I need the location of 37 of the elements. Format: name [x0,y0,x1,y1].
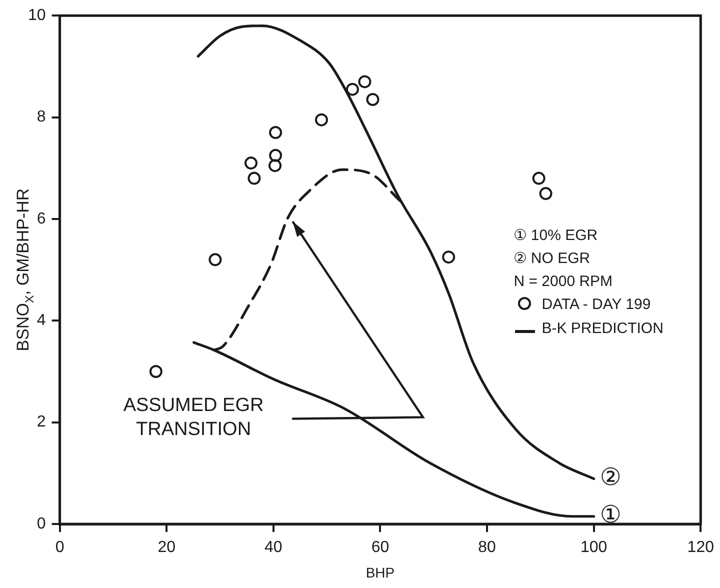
y-tick-label: 10 [28,7,46,24]
point [366,92,380,106]
point [244,156,258,170]
point [346,82,359,96]
y-tick-label: 8 [36,108,46,126]
point [532,172,546,185]
legend-label: DATA - DAY 199 [540,295,652,316]
y-tick-label: 0 [36,515,46,532]
annotation: ② [600,462,622,491]
point [269,148,282,162]
point [149,364,162,378]
point [358,75,372,88]
annotation: ASSUMED EGR TRANSITION [122,394,265,442]
annotation: ② NO EGR [514,249,592,270]
x-tick-label: 60 [371,539,390,556]
legend-label: B-K PREDICTION [540,318,664,339]
x-tick-label: 0 [55,539,64,556]
y-axis-title: BSNOX, GM/BHP-HR [14,188,36,352]
y-tick-label: 6 [36,210,46,228]
annotation: ① 10% EGR [514,226,599,246]
point [269,126,282,140]
point [539,187,552,200]
point [442,250,456,264]
point [268,159,282,172]
point [248,172,261,185]
x-axis-title: BHP [366,564,395,580]
y-tick-label: 4 [36,312,46,330]
y-tick-label: 2 [36,414,46,431]
x-tick-label: 100 [580,539,608,556]
annotation: N = 2000 RPM [514,272,614,292]
x-tick-label: 40 [264,539,282,556]
x-tick-label: 20 [158,539,176,556]
point [314,113,328,126]
point [208,253,222,266]
x-tick-label: 120 [687,539,714,556]
annotation: ① [600,500,622,529]
x-tick-label: 80 [478,539,496,556]
